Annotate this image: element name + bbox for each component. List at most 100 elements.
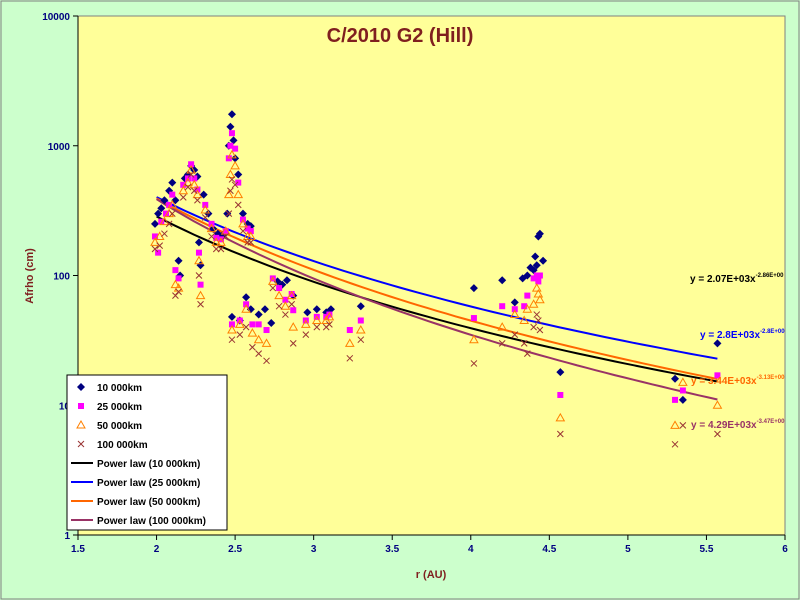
data-point-series-3 — [230, 160, 240, 170]
data-point-series-3 — [261, 338, 272, 347]
data-point-series-3 — [234, 319, 245, 328]
x-tick-label: 3 — [311, 544, 317, 555]
axes: 1.5 2 2.5 3 3.5 4 4.5 5 5.5 6 1 10 100 1000 10000 — [42, 12, 788, 555]
data-point-series-4 — [533, 311, 541, 318]
data-point-series-3 — [170, 279, 181, 289]
data-point-series-3 — [712, 400, 723, 409]
data-point-series-4 — [534, 317, 542, 324]
data-point-series-4 — [208, 233, 215, 240]
data-point-series-4 — [236, 331, 244, 339]
data-point-series-2 — [714, 372, 721, 379]
data-point-series-3 — [167, 199, 178, 209]
data-point-series-4 — [556, 430, 564, 438]
data-point-series-2 — [672, 396, 679, 403]
x-tick-label: 2 — [154, 544, 160, 555]
data-point-series-2 — [346, 327, 353, 334]
data-point-series-1 — [204, 209, 213, 218]
data-point-series-4 — [313, 323, 321, 331]
legend-marker-2 — [78, 403, 84, 409]
data-point-series-1 — [226, 122, 235, 131]
data-point-series-4 — [275, 302, 283, 310]
data-point-series-2 — [326, 311, 333, 318]
data-point-series-4 — [470, 360, 478, 367]
data-point-series-4 — [282, 311, 289, 318]
y-tick-label: 10 — [59, 401, 71, 412]
data-point-series-2 — [282, 296, 289, 303]
data-point-series-3 — [183, 177, 193, 187]
data-point-series-4 — [520, 339, 528, 347]
data-point-series-4 — [263, 357, 270, 365]
x-tick-label: 1.5 — [71, 544, 85, 555]
data-point-series-3 — [344, 338, 355, 347]
legend-marker-3 — [76, 419, 86, 429]
data-point-series-4 — [201, 214, 209, 221]
data-point-series-1 — [303, 308, 312, 317]
data-point-series-3 — [223, 189, 234, 199]
fit-equation-exponent: -2.8E+00 — [760, 329, 785, 335]
data-point-series-3 — [670, 420, 680, 429]
data-point-series-2 — [288, 291, 295, 298]
data-point-series-4 — [326, 321, 333, 328]
data-point-series-1 — [535, 229, 544, 238]
data-point-series-4 — [168, 210, 176, 217]
data-point-series-2 — [536, 272, 543, 279]
data-point-series-1 — [168, 178, 177, 187]
data-point-series-1 — [234, 170, 243, 179]
data-point-series-4 — [228, 336, 236, 344]
x-tick-label: 4 — [468, 544, 474, 555]
data-point-series-3 — [194, 255, 204, 265]
data-point-series-3 — [220, 226, 231, 235]
data-point-series-1 — [713, 339, 722, 348]
data-point-series-2 — [235, 179, 242, 186]
data-point-series-1 — [531, 252, 540, 261]
data-point-series-4 — [187, 171, 195, 178]
data-point-series-1 — [229, 136, 238, 145]
data-point-series-3 — [206, 223, 217, 233]
x-tick-label: 4.5 — [542, 544, 556, 555]
data-point-series-1 — [174, 256, 183, 265]
data-point-series-1 — [523, 271, 532, 280]
data-point-series-1 — [529, 266, 538, 275]
data-point-series-3 — [253, 334, 264, 344]
data-point-series-4 — [511, 331, 519, 339]
data-point-series-1 — [150, 219, 159, 228]
data-point-series-4 — [156, 242, 164, 249]
data-point-series-1 — [260, 305, 269, 314]
data-point-series-1 — [223, 209, 232, 218]
legend: 10 000km 25 000km 50 000km 100 000km Power l… — [66, 374, 228, 531]
data-point-series-4 — [255, 350, 263, 357]
data-point-series-2 — [228, 130, 235, 137]
data-point-series-2 — [263, 327, 270, 334]
data-point-series-3 — [227, 325, 237, 334]
data-point-series-1 — [678, 395, 687, 404]
fit-equation-text: y = 2.8E+03x — [700, 330, 760, 341]
data-point-series-4 — [227, 187, 234, 195]
data-point-series-2 — [202, 201, 209, 208]
fit-equation-exponent: -3.13E+00 — [757, 375, 786, 381]
data-point-series-2 — [180, 181, 187, 188]
data-point-series-1 — [469, 284, 478, 293]
data-point-series-3 — [288, 322, 299, 331]
data-point-series-2 — [247, 228, 254, 235]
data-point-series-2 — [175, 275, 182, 282]
data-point-series-2 — [470, 315, 477, 322]
x-tick-label: 6 — [782, 544, 788, 555]
fit-equation-4: y = 4.29E+03x-3.47E+00 — [691, 419, 785, 431]
fit-equation-text: y = 4.29E+03x — [691, 420, 757, 431]
data-point-series-4 — [249, 343, 256, 351]
data-point-series-3 — [233, 189, 244, 199]
data-point-series-4 — [269, 284, 277, 292]
data-point-series-1 — [282, 276, 291, 285]
fit-line-4 — [156, 198, 718, 401]
data-point-series-3 — [227, 149, 237, 159]
data-point-series-4 — [161, 230, 168, 238]
legend-box — [66, 374, 228, 531]
data-point-series-3 — [469, 334, 479, 344]
data-point-series-1 — [267, 319, 276, 328]
fit-line-1 — [156, 215, 718, 383]
data-point-series-3 — [195, 290, 206, 300]
data-point-series-3 — [200, 204, 211, 214]
chart-title: C/2010 G2 (Hill) — [327, 25, 474, 47]
legend-label: 25 000km — [97, 402, 142, 413]
x-tick-label: 5 — [625, 544, 631, 555]
